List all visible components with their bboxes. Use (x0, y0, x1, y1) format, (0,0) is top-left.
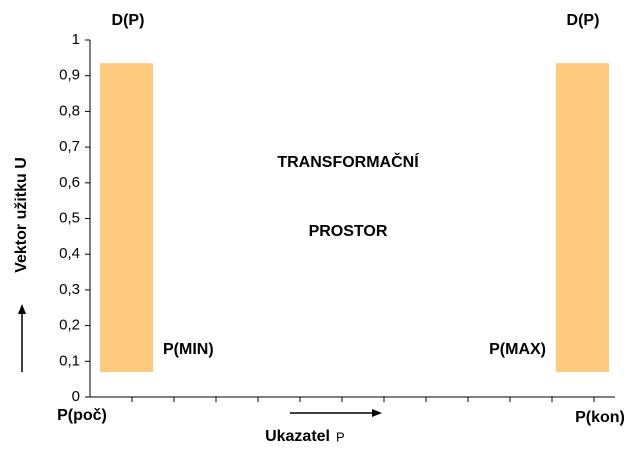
top-label: D(P) (567, 12, 600, 29)
y-tick-label: 0,1 (59, 352, 80, 369)
y-label: Vektor užitku U (13, 157, 30, 273)
x-end-label: P(kon) (575, 409, 625, 426)
y-tick-label: 0,2 (59, 317, 80, 334)
bound-label: P(MIN) (163, 341, 214, 358)
x-label-symbol: P (336, 429, 345, 444)
y-tick-label: 0,8 (59, 102, 80, 119)
y-tick-label: 0,4 (59, 245, 80, 262)
x-axis-decoration (131, 397, 595, 402)
range-bar (100, 63, 153, 373)
bound-label: P(MAX) (489, 341, 546, 358)
range-bar (556, 63, 609, 373)
y-tick-label: 0,3 (59, 281, 80, 298)
annotation: PROSTOR (309, 223, 388, 240)
y-tick-label: 0,6 (59, 174, 80, 191)
x-label: Ukazatel (265, 428, 330, 445)
y-tick-label: 0,7 (59, 138, 80, 155)
x-arrow-head (372, 409, 382, 417)
y-tick-label: 1 (72, 31, 80, 48)
y-tick-label: 0,9 (59, 67, 80, 84)
x-end-label: P(poč) (57, 407, 107, 424)
top-label: D(P) (112, 12, 145, 29)
y-tick-label: 0 (72, 388, 80, 405)
annotation: TRANSFORMAČNÍ (277, 152, 419, 171)
y-tick-label: 0,5 (59, 209, 80, 226)
y-arrow-head (18, 304, 26, 314)
